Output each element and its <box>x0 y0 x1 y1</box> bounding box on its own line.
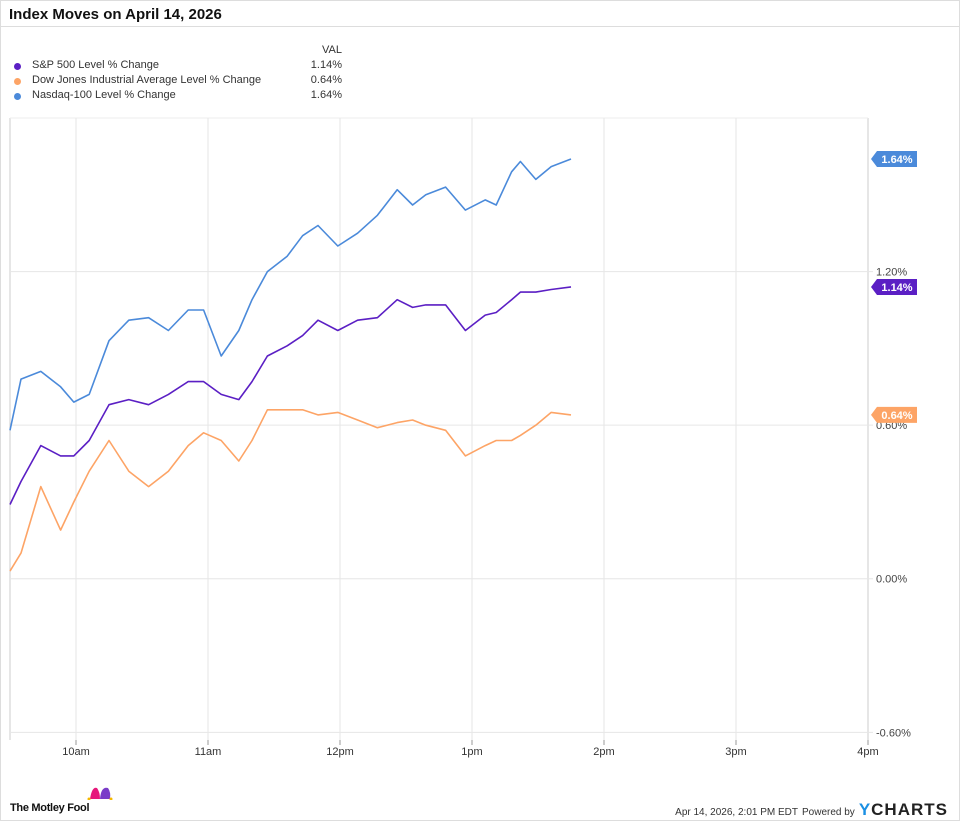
ycharts-logo[interactable]: YCHARTS <box>858 800 948 819</box>
powered-by: Powered by <box>802 807 855 818</box>
x-tick-label: 1pm <box>461 746 482 758</box>
tag-shape <box>871 150 917 167</box>
series-line-dow <box>9 408 572 572</box>
jester-hat-icon <box>87 787 113 800</box>
x-tick-label: 4pm <box>857 746 878 758</box>
x-tick-label: 11am <box>195 746 222 758</box>
x-tick-label: 2pm <box>593 746 614 758</box>
legend-value: 1.64% <box>310 89 342 101</box>
legend-item-sp500[interactable]: S&P 500 Level % Change 1.14% <box>14 59 344 74</box>
legend-value: 0.64% <box>310 74 342 86</box>
legend-label: Dow Jones Industrial Average Level % Cha… <box>32 74 262 86</box>
legend-header: VAL <box>322 44 342 56</box>
footer-attribution: Apr 14, 2026, 2:01 PM EDT Powered by YCH… <box>675 800 948 820</box>
x-tick-label: 12pm <box>326 746 354 758</box>
series-line-sp500 <box>9 286 572 505</box>
legend-label: S&P 500 Level % Change <box>32 59 159 71</box>
last-value-tag-nasdaq: 1.64% <box>871 150 917 167</box>
chart-title: Index Moves on April 14, 2026 <box>9 6 222 23</box>
y-tick-label: 0.00% <box>876 574 907 586</box>
series-line-nasdaq <box>9 158 572 431</box>
x-tick-label: 10am <box>62 746 90 758</box>
legend-item-dow[interactable]: Dow Jones Industrial Average Level % Cha… <box>14 74 344 89</box>
tag-shape <box>871 278 917 295</box>
legend-value: 1.14% <box>310 59 342 71</box>
tag-label: 1.64% <box>881 154 912 166</box>
tag-label: 0.64% <box>881 410 912 422</box>
legend-label: Nasdaq-100 Level % Change <box>32 89 176 101</box>
last-value-tag-dow: 0.64% <box>871 406 917 423</box>
y-tick-label: 1.20% <box>876 267 907 279</box>
last-value-tag-sp500: 1.14% <box>871 278 917 295</box>
y-tick-label: -0.60% <box>876 727 911 739</box>
title-divider <box>0 26 960 27</box>
legend-dot-nasdaq <box>14 93 21 100</box>
y-tick-label: 0.60% <box>876 420 907 432</box>
x-tick-label: 3pm <box>725 746 746 758</box>
legend-dot-dow <box>14 78 21 85</box>
legend-dot-sp500 <box>14 63 21 70</box>
legend-item-nasdaq[interactable]: Nasdaq-100 Level % Change 1.64% <box>14 89 344 104</box>
tag-shape <box>871 406 917 423</box>
tag-label: 1.14% <box>881 282 912 294</box>
timestamp: Apr 14, 2026, 2:01 PM EDT <box>675 807 798 818</box>
